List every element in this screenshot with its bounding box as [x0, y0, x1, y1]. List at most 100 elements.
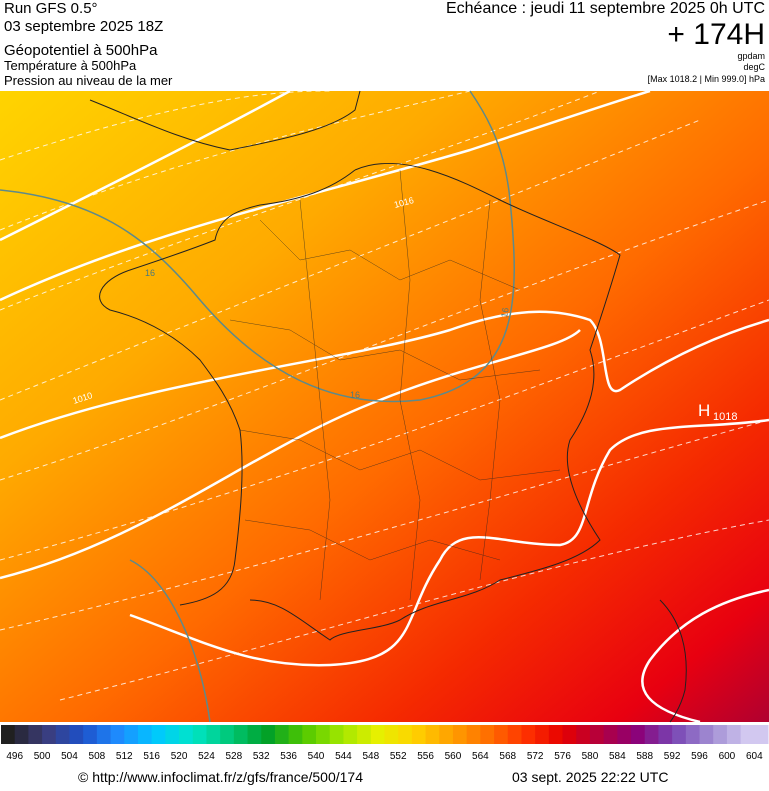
unit: gpdam: [737, 51, 765, 61]
colorbar-label: 512: [116, 751, 133, 762]
colorbar-swatch: [398, 725, 413, 744]
colorbar-swatch: [411, 725, 427, 744]
geopotential-label: 16: [145, 268, 155, 278]
colorbar-label: 584: [609, 751, 626, 762]
colorbar-swatch: [192, 725, 207, 744]
colorbar-label: 516: [143, 751, 160, 762]
pressure-isobars: [0, 89, 769, 724]
colorbar-swatch: [165, 725, 180, 744]
colorbar-swatch: [658, 725, 673, 744]
high-pressure-value: 1018: [713, 411, 737, 423]
colorbar-swatch: [316, 725, 331, 744]
colorbar-swatch: [713, 725, 728, 744]
colorbar-swatch: [274, 725, 290, 744]
colorbar-swatch: [288, 725, 303, 744]
colorbar-swatch: [206, 725, 221, 744]
colorbar-label: 564: [472, 751, 489, 762]
colorbar: 496 500 504 508 512 516 520 524 528 532 536 540 544 5…: [1, 725, 769, 762]
colorbar-swatch: [14, 725, 29, 744]
field: Pression au niveau de la mer: [4, 73, 173, 88]
colorbar-swatch: [83, 725, 98, 744]
colorbar-swatch: [480, 725, 495, 744]
colorbar-swatch: [589, 725, 605, 744]
colorbar-swatch: [439, 725, 454, 744]
colorbar-swatch: [644, 725, 659, 744]
geopotential-label: 16: [350, 390, 360, 400]
echeance: Echéance : jeudi 11 septembre 2025 0h UT…: [446, 0, 765, 17]
colorbar-label: 504: [61, 751, 78, 762]
colorbar-swatch: [521, 725, 536, 744]
colorbar-label: 568: [499, 751, 516, 762]
colorbar-swatch: [425, 725, 440, 744]
colorbar-swatch: [1, 725, 16, 744]
colorbar-swatch: [220, 725, 235, 744]
range: [Max 1018.2 | Min 999.0] hPa: [648, 74, 765, 84]
colorbar-swatch: [55, 725, 70, 744]
colorbar-swatch: [726, 725, 742, 744]
colorbar-swatch: [740, 725, 755, 744]
colorbar-label: 596: [691, 751, 708, 762]
colorbar-swatch: [179, 725, 194, 744]
colorbar-swatch: [535, 725, 550, 744]
colorbar-label: 536: [280, 751, 297, 762]
colorbar-label: 580: [582, 751, 599, 762]
colorbar-swatch: [562, 725, 577, 744]
unit: degC: [743, 62, 765, 72]
colorbar-label: 524: [198, 751, 215, 762]
offset: + 174H: [667, 18, 765, 51]
colorbar-label: 520: [171, 751, 188, 762]
department-borders: [229, 169, 561, 601]
colorbar-label: 532: [253, 751, 270, 762]
colorbar-label: 588: [636, 751, 653, 762]
colorbar-swatch: [151, 725, 166, 744]
colorbar-swatch: [96, 725, 112, 744]
colorbar-swatch: [603, 725, 618, 744]
colorbar-swatch: [137, 725, 153, 744]
geopotential-line: [0, 90, 515, 723]
high-pressure: H: [698, 401, 710, 420]
colorbar-label: 560: [445, 751, 462, 762]
colorbar-swatch: [466, 725, 481, 744]
colorbar-swatch: [370, 725, 385, 744]
colorbar-swatch: [124, 725, 139, 744]
colorbar-label: 540: [308, 751, 325, 762]
field: Température à 500hPa: [4, 58, 137, 73]
colorbar-label: 496: [6, 751, 23, 762]
timestamp: 03 sept. 2025 22:22 UTC: [512, 769, 668, 785]
colorbar-label: 572: [527, 751, 544, 762]
map-area: 1016 1010 16 16 16 H 1018: [0, 89, 769, 724]
colorbar-swatch: [685, 725, 701, 744]
coastline: [89, 90, 687, 723]
colorbar-swatch: [754, 725, 769, 744]
colorbar-swatch: [343, 725, 358, 744]
colorbar-swatch: [28, 725, 43, 744]
colorbar-label: 592: [664, 751, 681, 762]
colorbar-swatch: [548, 725, 564, 744]
colorbar-swatch: [452, 725, 468, 744]
colorbar-label: 508: [89, 751, 106, 762]
colorbar-label: 528: [225, 751, 242, 762]
colorbar-swatch: [302, 725, 317, 744]
colorbar-label: 544: [335, 751, 352, 762]
colorbar-label: 548: [362, 751, 379, 762]
colorbar-label: 576: [554, 751, 571, 762]
colorbar-swatch: [494, 725, 509, 744]
colorbar-swatch: [576, 725, 591, 744]
run: Run GFS 0.5°: [4, 0, 98, 17]
colorbar-label: 556: [417, 751, 434, 762]
source-url: © http://www.infoclimat.fr/z/gfs/france/…: [78, 769, 363, 785]
colorbar-swatch: [507, 725, 522, 744]
temperature-field: [0, 91, 769, 722]
colorbar-label: 552: [390, 751, 407, 762]
colorbar-swatch: [699, 725, 714, 744]
colorbar-label: 500: [34, 751, 51, 762]
colorbar-swatch: [69, 725, 84, 744]
colorbar-label: 600: [719, 751, 736, 762]
colorbar-swatch: [233, 725, 249, 744]
colorbar-swatch: [42, 725, 57, 744]
colorbar-swatch: [110, 725, 125, 744]
colorbar-swatch: [617, 725, 632, 744]
colorbar-swatch: [384, 725, 399, 744]
